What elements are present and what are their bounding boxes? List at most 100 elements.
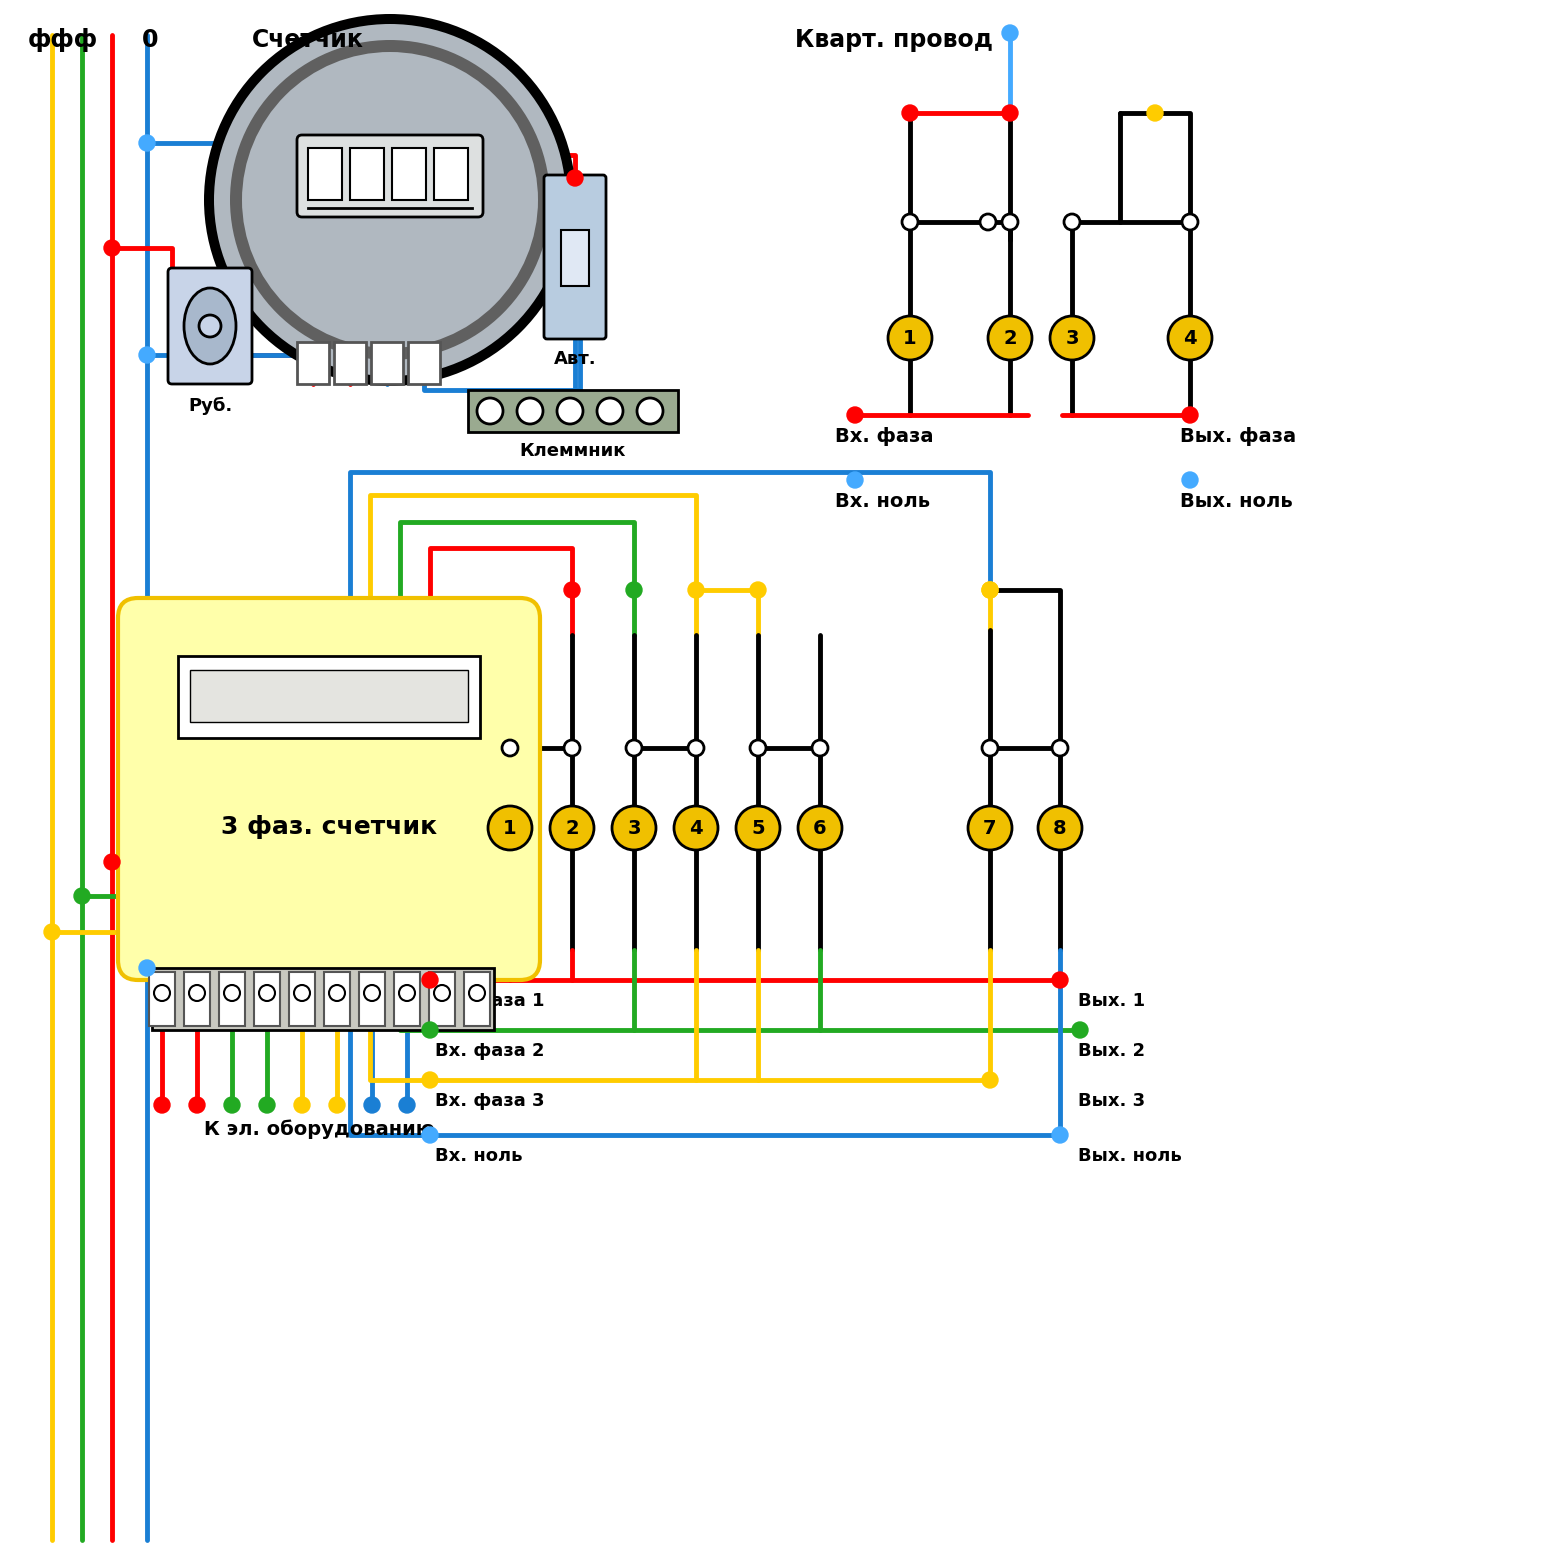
FancyBboxPatch shape <box>544 175 605 339</box>
Circle shape <box>477 398 502 425</box>
Circle shape <box>434 985 449 1001</box>
Circle shape <box>154 1097 170 1113</box>
Circle shape <box>502 740 518 756</box>
Circle shape <box>688 740 704 756</box>
Circle shape <box>214 23 566 376</box>
Circle shape <box>847 407 863 423</box>
Circle shape <box>636 398 663 425</box>
Text: Вх. фаза 2: Вх. фаза 2 <box>435 1043 544 1060</box>
Circle shape <box>566 170 583 186</box>
Circle shape <box>847 471 863 489</box>
Circle shape <box>259 1097 275 1113</box>
Bar <box>184 973 211 1026</box>
Text: Авт.: Авт. <box>554 350 596 368</box>
Circle shape <box>189 1097 204 1113</box>
Circle shape <box>551 805 594 851</box>
Text: Вых. ноль: Вых. ноль <box>1078 1147 1182 1165</box>
Text: 2: 2 <box>1003 328 1017 348</box>
Circle shape <box>969 805 1012 851</box>
Text: Руб.: Руб. <box>187 396 232 415</box>
Circle shape <box>736 805 780 851</box>
Text: Вх. фаза 3: Вх. фаза 3 <box>435 1093 544 1110</box>
Circle shape <box>1182 214 1198 229</box>
Circle shape <box>399 1097 415 1113</box>
Bar <box>349 148 384 200</box>
Bar <box>371 342 402 384</box>
Text: Вх. фаза 1: Вх. фаза 1 <box>435 991 544 1010</box>
Circle shape <box>1182 471 1198 489</box>
Circle shape <box>1064 214 1080 229</box>
Bar <box>562 229 590 286</box>
Circle shape <box>470 985 485 1001</box>
Circle shape <box>329 985 345 1001</box>
Text: Вых. ноль: Вых. ноль <box>1179 492 1293 510</box>
FancyBboxPatch shape <box>168 268 253 384</box>
Bar <box>395 973 420 1026</box>
Circle shape <box>204 14 576 386</box>
Circle shape <box>363 985 381 1001</box>
Circle shape <box>981 740 998 756</box>
Circle shape <box>1051 973 1069 988</box>
Circle shape <box>1002 105 1019 122</box>
Bar <box>392 148 426 200</box>
Text: Клеммник: Клеммник <box>519 442 626 460</box>
Circle shape <box>981 582 998 598</box>
Circle shape <box>626 582 643 598</box>
Bar <box>150 973 175 1026</box>
Ellipse shape <box>184 287 236 364</box>
Bar <box>468 390 679 432</box>
Circle shape <box>1050 315 1094 361</box>
Circle shape <box>139 134 154 151</box>
Circle shape <box>902 214 917 229</box>
Circle shape <box>1072 1022 1087 1038</box>
Circle shape <box>225 1097 240 1113</box>
Circle shape <box>105 854 120 869</box>
Circle shape <box>750 740 766 756</box>
Circle shape <box>987 315 1033 361</box>
Circle shape <box>688 582 704 598</box>
Circle shape <box>813 740 828 756</box>
Circle shape <box>674 805 718 851</box>
Circle shape <box>423 1127 438 1143</box>
Circle shape <box>225 985 240 1001</box>
Circle shape <box>139 347 154 364</box>
Bar <box>151 968 495 1030</box>
Circle shape <box>1168 315 1212 361</box>
Bar <box>429 973 456 1026</box>
Circle shape <box>139 960 154 976</box>
Circle shape <box>902 105 917 122</box>
Circle shape <box>981 582 998 598</box>
Text: 3 фаз. счетчик: 3 фаз. счетчик <box>222 815 437 838</box>
Text: Вых. фаза: Вых. фаза <box>1179 428 1296 446</box>
Circle shape <box>516 398 543 425</box>
Text: 4: 4 <box>690 818 704 838</box>
Circle shape <box>399 985 415 1001</box>
Text: Вых. 3: Вых. 3 <box>1078 1093 1145 1110</box>
Circle shape <box>980 214 995 229</box>
Circle shape <box>557 398 583 425</box>
Bar <box>178 656 480 738</box>
Bar <box>324 973 349 1026</box>
FancyBboxPatch shape <box>296 134 484 217</box>
Text: Вх. ноль: Вх. ноль <box>435 1147 523 1165</box>
Text: Вх. ноль: Вх. ноль <box>835 492 930 510</box>
Text: Счетчик: Счетчик <box>253 28 363 52</box>
Bar <box>359 973 385 1026</box>
Circle shape <box>154 985 170 1001</box>
Bar <box>463 973 490 1026</box>
Circle shape <box>259 985 275 1001</box>
Circle shape <box>1051 740 1069 756</box>
Text: Вх. фаза: Вх. фаза <box>835 428 933 446</box>
Text: Вых. 1: Вых. 1 <box>1078 991 1145 1010</box>
Circle shape <box>888 315 931 361</box>
Circle shape <box>750 582 766 598</box>
Circle shape <box>1147 105 1164 122</box>
FancyBboxPatch shape <box>119 598 540 980</box>
Text: 3: 3 <box>1065 328 1080 348</box>
Circle shape <box>1182 407 1198 423</box>
Bar <box>289 973 315 1026</box>
Circle shape <box>612 805 657 851</box>
Circle shape <box>565 582 580 598</box>
Text: 1: 1 <box>903 328 917 348</box>
Circle shape <box>799 805 842 851</box>
